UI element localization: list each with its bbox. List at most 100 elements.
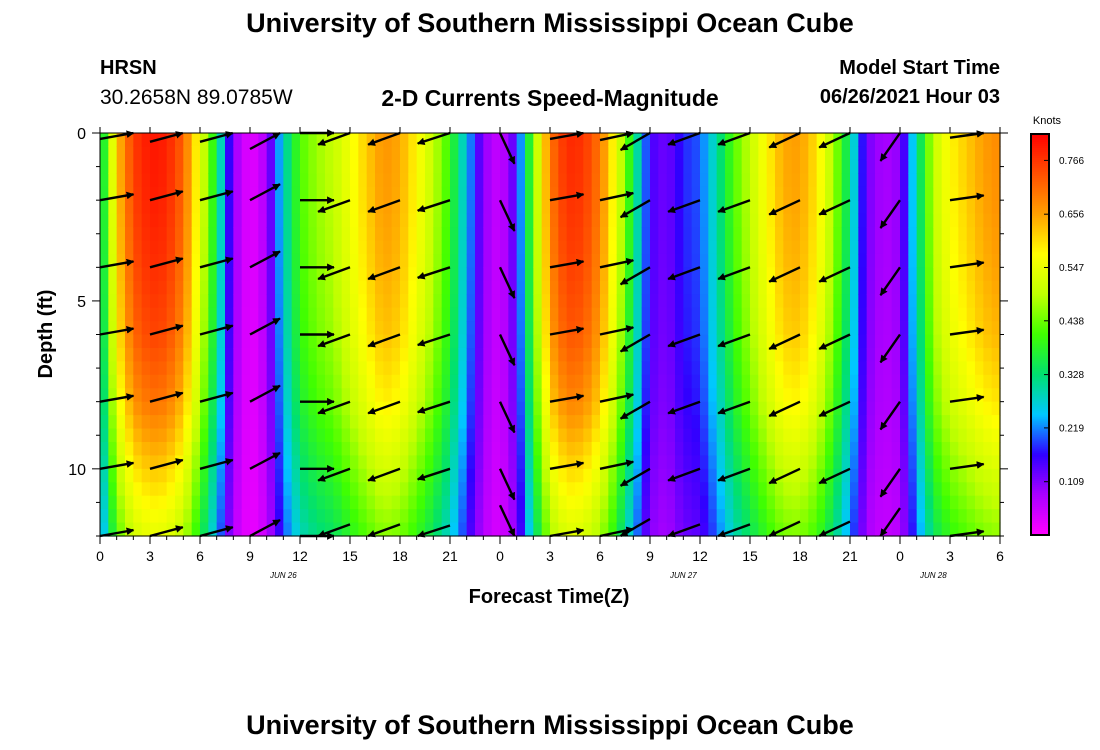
- current-vector-arrow: [619, 333, 651, 353]
- heatmap-cell: [291, 455, 301, 470]
- heatmap-cell: [458, 388, 468, 403]
- heatmap-cell: [858, 334, 868, 349]
- heatmap-cell: [608, 415, 618, 430]
- heatmap-cell: [966, 334, 976, 349]
- heatmap-cell: [791, 133, 801, 148]
- heatmap-cell: [350, 522, 359, 537]
- heatmap-cell: [366, 186, 376, 201]
- heatmap-cell: [766, 482, 776, 497]
- colorbar-segment: [1031, 440, 1049, 444]
- heatmap-cell: [116, 280, 126, 295]
- heatmap-cell: [941, 441, 951, 456]
- heatmap-cell: [983, 186, 993, 201]
- heatmap-cell: [933, 334, 943, 349]
- heatmap-cell: [825, 267, 834, 282]
- heatmap-cell: [191, 173, 201, 188]
- heatmap-cell: [275, 374, 284, 389]
- heatmap-cell: [525, 428, 534, 443]
- colorbar-segment: [1031, 188, 1049, 191]
- heatmap-cell: [625, 280, 634, 295]
- heatmap-cell: [491, 321, 501, 336]
- heatmap-cell: [766, 253, 776, 268]
- heatmap-cell: [708, 321, 718, 336]
- heatmap-cell: [233, 253, 243, 268]
- heatmap-cell: [800, 146, 809, 161]
- heatmap-cell: [650, 388, 659, 403]
- heatmap-cell: [458, 334, 468, 349]
- heatmap-cell: [650, 227, 659, 242]
- heatmap-cell: [633, 522, 643, 537]
- heatmap-cell: [541, 401, 551, 416]
- heatmap-cell: [675, 186, 684, 201]
- heatmap-cell: [866, 146, 876, 161]
- heatmap-cell: [566, 159, 576, 174]
- colorbar-segment: [1031, 322, 1049, 326]
- heatmap-cell: [708, 294, 718, 309]
- heatmap-cell: [275, 146, 284, 161]
- heatmap-cell: [991, 388, 1001, 403]
- heatmap-cell: [825, 227, 834, 242]
- heatmap-cell: [591, 388, 601, 403]
- heatmap-cell: [250, 253, 259, 268]
- heatmap-cell: [416, 227, 426, 242]
- heatmap-cell: [325, 307, 334, 322]
- heatmap-cell: [200, 146, 209, 161]
- heatmap-cell: [191, 361, 201, 376]
- heatmap-cell: [316, 388, 326, 403]
- heatmap-cell: [116, 321, 126, 336]
- heatmap-cell: [391, 522, 401, 537]
- heatmap-cell: [908, 133, 918, 148]
- heatmap-cell: [358, 213, 368, 228]
- heatmap-cell: [816, 307, 826, 322]
- heatmap-cell: [858, 388, 868, 403]
- heatmap-cell: [283, 334, 293, 349]
- heatmap-cell: [358, 159, 368, 174]
- heatmap-cell: [616, 374, 626, 389]
- heatmap-cell: [183, 173, 193, 188]
- heatmap-cell: [941, 415, 951, 430]
- heatmap-cell: [641, 482, 651, 497]
- heatmap-cell: [225, 401, 234, 416]
- heatmap-cell: [583, 415, 593, 430]
- heatmap-cell: [541, 294, 551, 309]
- heatmap-cell: [133, 441, 143, 456]
- heatmap-cell: [125, 361, 134, 376]
- heatmap-cell: [716, 186, 726, 201]
- heatmap-cell: [491, 146, 501, 161]
- heatmap-cell: [641, 468, 651, 483]
- heatmap-cell: [841, 388, 851, 403]
- heatmap-cell: [216, 334, 226, 349]
- heatmap-cell: [458, 159, 468, 174]
- heatmap-cell: [325, 253, 334, 268]
- heatmap-cell: [666, 522, 676, 537]
- heatmap-cell: [816, 509, 826, 524]
- heatmap-cell: [483, 267, 493, 282]
- heatmap-cell: [566, 227, 576, 242]
- heatmap-cell: [433, 294, 443, 309]
- heatmap-cell: [150, 388, 159, 403]
- heatmap-cell: [883, 321, 893, 336]
- heatmap-cell: [100, 186, 109, 201]
- heatmap-cell: [500, 441, 509, 456]
- heatmap-cell: [475, 307, 484, 322]
- heatmap-cell: [666, 334, 676, 349]
- heatmap-cell: [283, 428, 293, 443]
- colorbar-segment: [1031, 278, 1049, 281]
- heatmap-cell: [916, 227, 926, 242]
- heatmap-cell: [691, 227, 701, 242]
- colorbar-segment: [1031, 446, 1049, 450]
- heatmap-cell: [450, 495, 459, 510]
- heatmap-cell: [991, 495, 1001, 510]
- heatmap-cell: [300, 200, 309, 215]
- heatmap-cell: [458, 482, 468, 497]
- heatmap-cell: [416, 347, 426, 362]
- heatmap-cell: [691, 267, 701, 282]
- heatmap-cell: [566, 347, 576, 362]
- heatmap-cell: [450, 307, 459, 322]
- heatmap-cell: [683, 159, 693, 174]
- heatmap-cell: [275, 495, 284, 510]
- heatmap-cell: [866, 294, 876, 309]
- heatmap-cell: [700, 361, 709, 376]
- heatmap-cell: [308, 509, 318, 524]
- heatmap-cell: [533, 509, 543, 524]
